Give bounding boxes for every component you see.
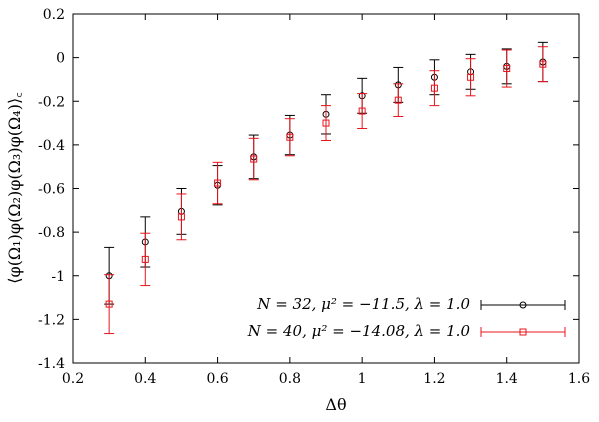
data-point bbox=[393, 83, 404, 118]
series-1 bbox=[104, 41, 548, 305]
square-marker bbox=[322, 119, 330, 127]
square-marker bbox=[358, 107, 366, 115]
square-marker bbox=[503, 65, 511, 73]
y-tick-label: -1.4 bbox=[38, 356, 65, 372]
data-point bbox=[429, 70, 440, 107]
x-tick-label: 0.8 bbox=[279, 371, 301, 387]
data-point bbox=[501, 49, 512, 88]
legend-label-series-1: N = 32, μ² = −11.5, λ = 1.0 bbox=[256, 295, 470, 313]
legend-label-series-2: N = 40, μ² = −14.08, λ = 1.0 bbox=[247, 322, 471, 340]
y-tick-label: -0.2 bbox=[38, 94, 65, 110]
square-marker bbox=[105, 300, 113, 308]
square-marker bbox=[286, 133, 294, 141]
x-tick-label: 1.4 bbox=[496, 371, 518, 387]
square-marker bbox=[214, 179, 222, 187]
y-tick-label: 0 bbox=[56, 51, 65, 67]
y-axis-label: ⟨φ(Ω₁)φ(Ω₂)φ(Ω₃)φ(Ω₄)⟩꜀ bbox=[5, 92, 24, 284]
square-marker bbox=[141, 255, 149, 263]
square-marker bbox=[467, 73, 475, 81]
y-tick-label: 0.2 bbox=[43, 7, 65, 23]
data-point bbox=[465, 58, 476, 97]
y-tick-label: -1 bbox=[51, 269, 65, 285]
x-tick-label: 1.2 bbox=[423, 371, 445, 387]
square-marker bbox=[177, 213, 185, 221]
data-point bbox=[212, 161, 223, 205]
axis-ticks: 0.2 0.4 0.6 0.8 1 1.2 1.4 1.6 0.2 0 -0.2 -0.4 -0.6 -0… bbox=[38, 7, 590, 387]
legend-key-series-1 bbox=[480, 300, 566, 310]
data-point bbox=[140, 232, 151, 287]
x-tick-label: 0.6 bbox=[206, 371, 228, 387]
square-marker bbox=[539, 60, 547, 68]
data-point bbox=[176, 193, 187, 241]
x-tick-label: 1 bbox=[358, 371, 367, 387]
legend-key-series-2 bbox=[480, 327, 566, 337]
series-2 bbox=[104, 46, 548, 335]
x-tick-label: 0.2 bbox=[62, 371, 84, 387]
legend-marker bbox=[519, 301, 527, 309]
legend-marker bbox=[519, 328, 527, 336]
y-tick-label: -0.8 bbox=[38, 225, 65, 241]
y-tick-label: -0.4 bbox=[38, 138, 65, 154]
data-layer bbox=[104, 41, 548, 335]
data-point bbox=[284, 118, 295, 157]
y-tick-label: -0.6 bbox=[38, 182, 65, 198]
square-marker bbox=[430, 84, 438, 92]
square-marker bbox=[394, 96, 402, 104]
y-tick-label: -1.2 bbox=[38, 312, 65, 328]
data-point bbox=[321, 105, 331, 142]
data-point bbox=[537, 46, 548, 83]
x-axis-label: Δθ bbox=[325, 395, 346, 414]
square-marker bbox=[250, 155, 258, 163]
x-tick-label: 1.6 bbox=[568, 371, 590, 387]
data-point bbox=[357, 93, 368, 130]
legend: N = 32, μ² = −11.5, λ = 1.0 N = 40, μ² =… bbox=[247, 295, 566, 340]
data-point bbox=[104, 274, 115, 335]
x-tick-label: 0.4 bbox=[134, 371, 156, 387]
data-point bbox=[248, 137, 259, 181]
